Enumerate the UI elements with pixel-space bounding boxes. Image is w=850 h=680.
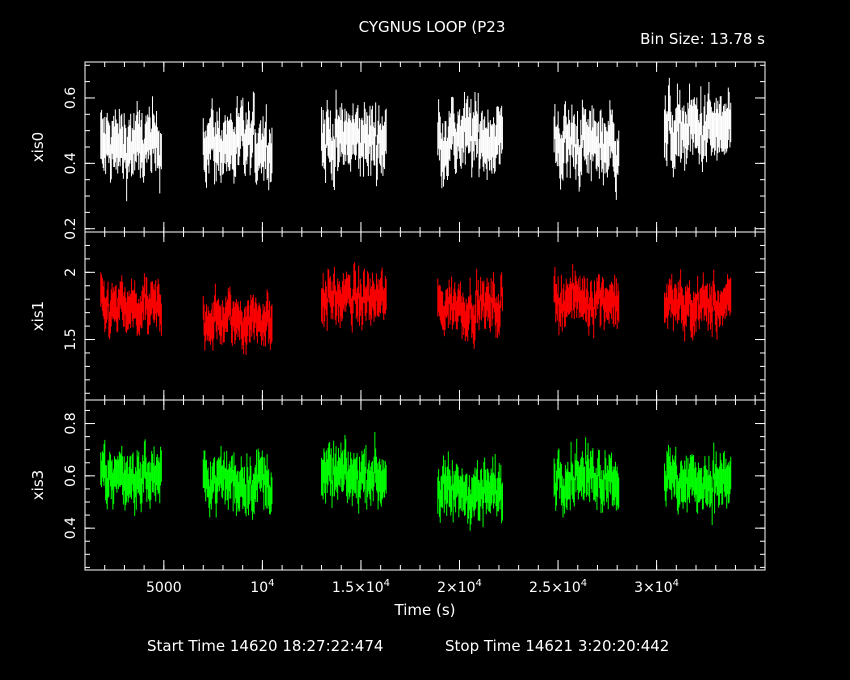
xis3-y-tick-label: 0.8 — [63, 412, 79, 434]
bin-size-label: Bin Size: 13.78 s — [640, 30, 765, 48]
stop-time-label: Stop Time 14621 3:20:20:442 — [445, 637, 669, 655]
xis1-y-tick-label: 1.5 — [63, 328, 79, 350]
xis3-frame — [84, 399, 766, 571]
panel-xis3 — [100, 431, 732, 531]
xis3-y-tick-label: 0.6 — [63, 465, 79, 487]
xis0-axis-label: xis0 — [29, 132, 47, 162]
chart-title: CYGNUS LOOP (P23 — [359, 18, 506, 36]
x-tick-label: 3×104 — [634, 578, 679, 596]
x-tick-label: 2.5×104 — [529, 578, 587, 596]
x-tick-label: 104 — [250, 578, 274, 596]
x-tick-label: 1.5×104 — [332, 578, 390, 596]
x-axis-label: Time (s) — [394, 601, 456, 619]
x-tick-labels: 5000 104 1.5×104 2×104 2.5×104 3×104 — [146, 578, 679, 596]
frame-xis1: 1.5 2 xis1 — [29, 231, 766, 401]
frame-xis3: 0.4 0.6 0.8 xis3 — [29, 399, 766, 571]
panel-xis0 — [100, 77, 732, 202]
panel-xis1 — [100, 262, 732, 355]
xis1-axis-label: xis1 — [29, 301, 47, 331]
xis0-frame — [84, 61, 766, 233]
start-time-label: Start Time 14620 18:27:22:474 — [147, 637, 383, 655]
x-tick-label: 2×104 — [437, 578, 482, 596]
panels-group: 0.2 0.4 0.6 xis0 1.5 2 xis1 0.4 0.6 0.8 xis3 — [29, 61, 766, 571]
xis1-y-tick-label: 2 — [63, 268, 79, 277]
frame-xis0: 0.2 0.4 0.6 xis0 — [29, 61, 766, 240]
xis3-y-tick-label: 0.4 — [63, 517, 79, 539]
x-tick-label: 5000 — [146, 580, 182, 596]
xis0-y-tick-label: 0.6 — [63, 87, 79, 109]
xis1-frame — [84, 231, 766, 401]
xis0-y-tick-label: 0.2 — [63, 218, 79, 240]
xis3-axis-label: xis3 — [29, 470, 47, 500]
xis0-y-tick-label: 0.4 — [63, 152, 79, 174]
